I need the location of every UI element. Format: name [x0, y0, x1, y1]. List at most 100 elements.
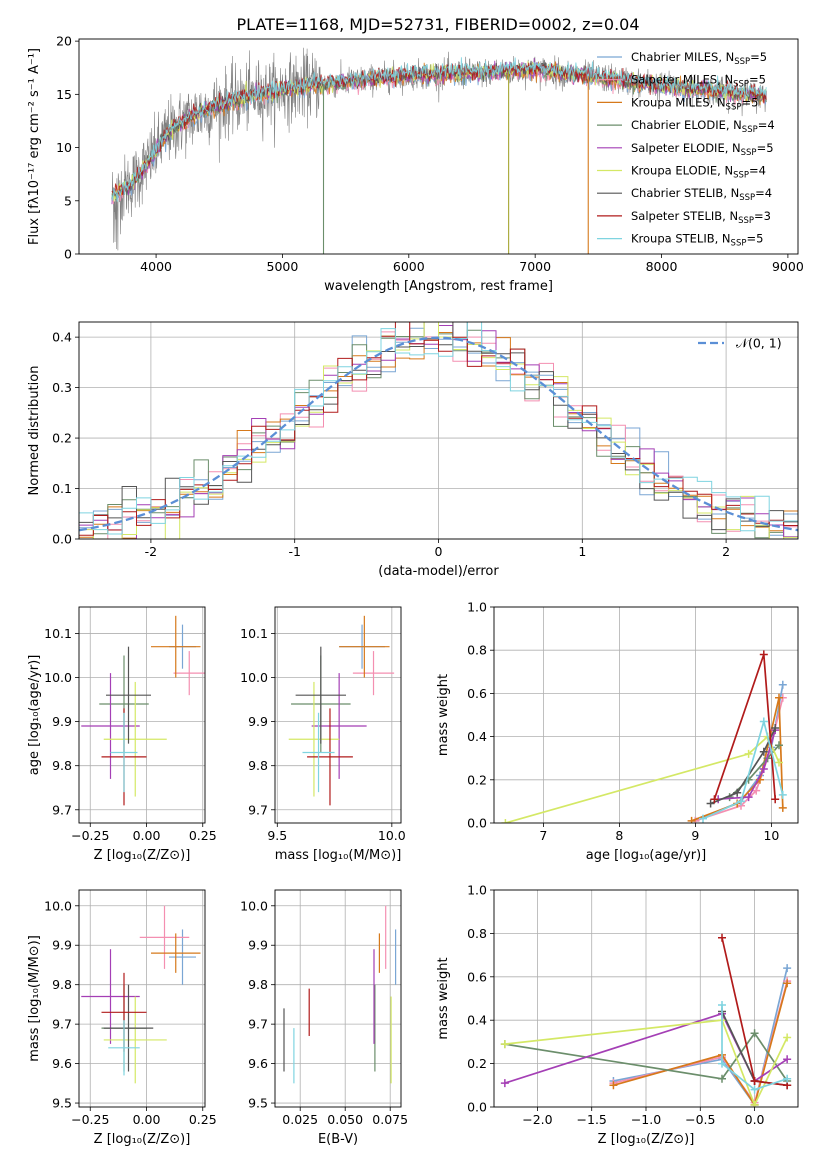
x-axis-label: E(B-V)	[318, 1132, 358, 1147]
x-tick-label: 0	[435, 544, 443, 559]
weight-marker	[771, 795, 780, 804]
x-tick-label: 2	[722, 544, 730, 559]
errorbar-point-4	[311, 673, 367, 779]
errorbar-point-6	[103, 984, 154, 1072]
y-tick-label: 10	[56, 140, 72, 155]
weight-marker	[759, 747, 768, 756]
weight-marker	[609, 1081, 618, 1090]
legend-subscript: SSP	[741, 148, 757, 158]
weight-marker	[718, 1059, 726, 1068]
legend-subscript: SSP	[733, 171, 749, 181]
legend-suffix: =4	[749, 164, 766, 178]
panel-residuals: -2 -1 0 1 2 0.0 0.1 0.2 0.3 0.4 (data-model)/error…	[27, 321, 799, 579]
legend-name: Kroupa ELODIE, N	[631, 164, 733, 178]
y-tick-label: 0.0	[467, 1100, 487, 1115]
model-line-7	[111, 62, 767, 196]
y-tick-label: 0.8	[467, 926, 487, 941]
legend-name: Chabrier STELIB, N	[631, 186, 739, 200]
x-tick-label: 9000	[772, 259, 804, 274]
legend-suffix: =5	[746, 232, 763, 246]
weight-marker	[710, 795, 719, 804]
weight-marker	[783, 964, 792, 973]
legend-subscript: SSP	[738, 216, 754, 226]
panel-mass-age: 9.5 10.0 9.7 9.8 9.9 10.0 10.1 mass [log₁₀(M/M⊙…	[240, 606, 406, 863]
weight-marker	[750, 1029, 759, 1038]
x-tick-label: 6000	[393, 259, 425, 274]
y-tick-label: 0.4	[467, 1013, 487, 1028]
weight-line-5	[505, 735, 780, 823]
y-tick-label: 1.0	[467, 600, 487, 615]
errorbar-point-5	[103, 681, 167, 797]
legend-label-7: Salpeter STELIB, NSSP=3	[631, 209, 771, 226]
y-tick-label: 9.8	[248, 977, 268, 992]
panel-age-weight: 7 8 9 10 0.0 0.2 0.4 0.6 0.8 1.0 age [log₁₀(age/yr…	[436, 600, 799, 863]
errorbars	[81, 905, 201, 1084]
weight-marker	[775, 758, 783, 767]
errorbar-point-1	[139, 905, 190, 969]
y-axis-label: mass [log₁₀(M/M⊙)]	[27, 935, 42, 1062]
y-axis-label: mass weight	[436, 674, 451, 756]
weight-marker	[750, 1085, 759, 1094]
x-tick-label: 0.025	[282, 1112, 318, 1127]
x-tick-label: −1.0	[631, 1112, 661, 1127]
errorbar-point-8	[302, 712, 335, 793]
weight-line-7	[713, 654, 777, 800]
y-tick-label: 10.1	[240, 626, 268, 641]
axes-frame	[493, 889, 799, 1108]
axes-frame	[78, 606, 206, 824]
weight-marker	[718, 1074, 726, 1083]
x-axis-label: Z [log₁₀(Z/Z⊙)]	[598, 1132, 695, 1147]
errorbar-point-8	[108, 1020, 140, 1076]
weight-line-6	[710, 727, 776, 805]
weight-line-8	[721, 1005, 788, 1091]
weight-marker	[778, 680, 787, 689]
x-tick-label: -1	[288, 544, 300, 559]
x-tick-label: −2.0	[522, 1112, 552, 1127]
y-tick-label: 9.9	[52, 714, 72, 729]
errorbars	[288, 615, 395, 806]
legend-label-3: Chabrier ELODIE, NSSP=4	[631, 118, 775, 135]
weight-marker	[718, 1001, 726, 1010]
errorbar-point-2	[151, 615, 201, 678]
errorbar-point-2	[339, 615, 390, 678]
x-tick-label: 0.25	[189, 1112, 217, 1127]
x-axis-label: wavelength [Angstrom, rest frame]	[324, 279, 553, 294]
y-tick-label: 5	[64, 193, 72, 208]
y-tick-label: 9.7	[248, 1017, 268, 1032]
weight-marker	[500, 1040, 509, 1049]
y-tick-label: 0.0	[467, 816, 487, 831]
axes-frame	[78, 38, 799, 255]
weight-marker	[783, 1074, 792, 1083]
x-tick-label: −1.5	[577, 1112, 607, 1127]
errorbar-point-5	[103, 996, 167, 1084]
x-tick-label: 0.00	[133, 1112, 161, 1127]
weight-marker	[501, 819, 510, 823]
y-tick-label: 9.7	[248, 802, 268, 817]
axes-frame	[493, 606, 799, 824]
weight-marker	[778, 803, 787, 812]
x-tick-label: 5000	[267, 259, 299, 274]
errorbar-point-2	[151, 933, 201, 973]
x-tick-label: −0.5	[685, 1112, 715, 1127]
y-tick-label: 1.0	[467, 883, 487, 898]
legend-subscript: SSP	[739, 193, 755, 203]
y-axis-label: age [log₁₀(age/yr)]	[27, 655, 42, 776]
y-tick-label: 0.3	[52, 380, 72, 395]
y-tick-label: 9.5	[248, 1096, 268, 1111]
histogram-series-8	[79, 322, 798, 539]
legend-label-4: Salpeter ELODIE, NSSP=5	[631, 141, 774, 158]
y-axis-label: Normed distribution	[27, 366, 42, 496]
legend-label-6: Chabrier STELIB, NSSP=4	[631, 186, 772, 203]
weight-marker	[750, 1076, 759, 1085]
legend-name: Chabrier ELODIE, N	[631, 118, 742, 132]
legend-suffix: =4	[755, 186, 772, 200]
legend-subscript: SSP	[742, 125, 758, 135]
y-tick-label: 9.9	[248, 938, 268, 953]
errorbar-point-6	[295, 646, 347, 744]
histograms	[79, 322, 798, 539]
x-tick-label: 0.0	[745, 1112, 765, 1127]
y-tick-label: 0.2	[467, 772, 487, 787]
errorbar-point-1	[173, 651, 205, 696]
legend-label-0: Chabrier MILES, NSSP=5	[631, 50, 767, 67]
